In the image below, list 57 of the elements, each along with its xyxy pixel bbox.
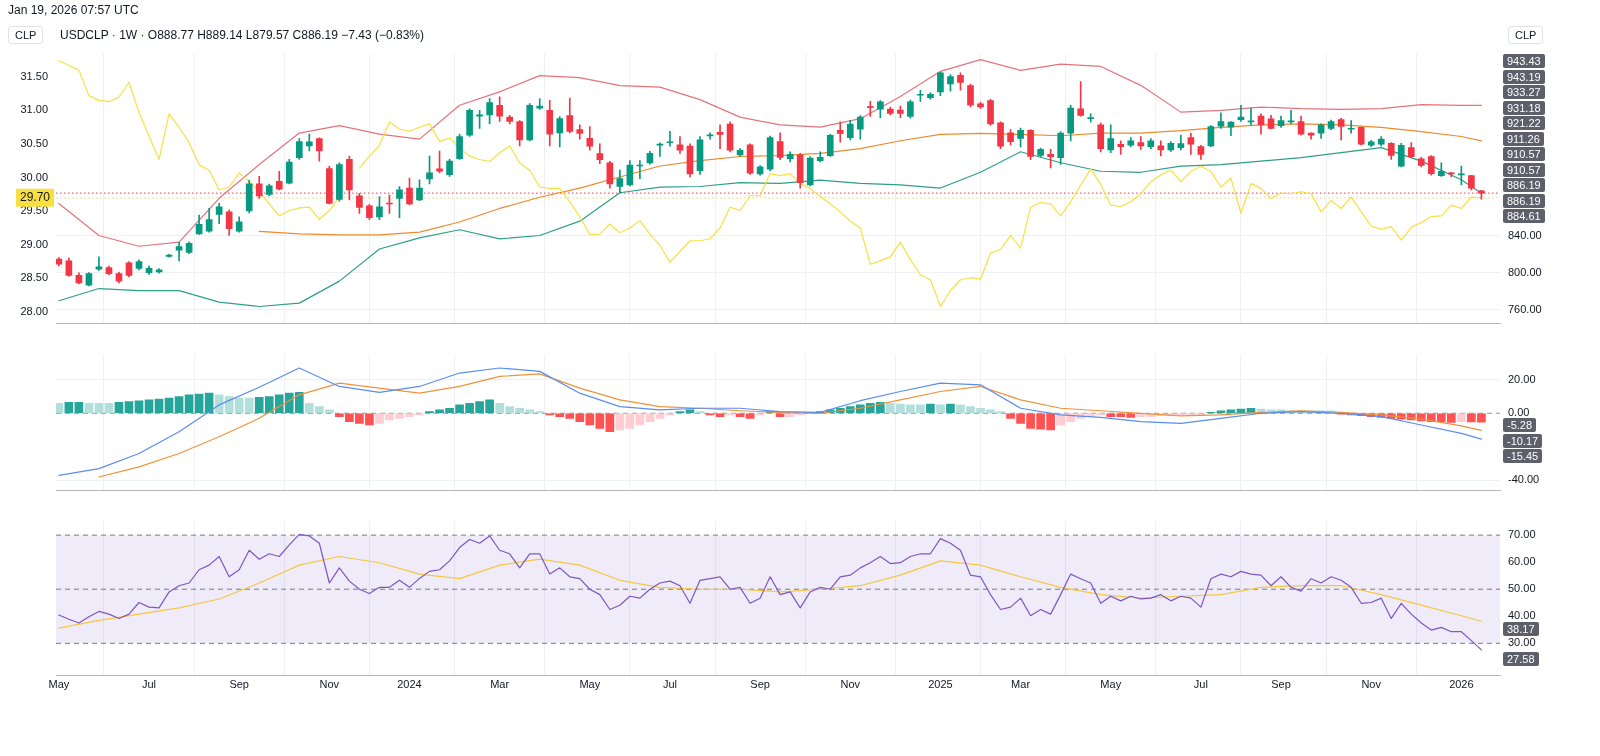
y-tick-label: 0.00 — [1508, 406, 1530, 419]
x-tick-label: Nov — [840, 678, 861, 691]
text: 933.27 — [1503, 85, 1545, 99]
text: 886.19 — [1503, 193, 1545, 208]
ref-line-label: 29.70 — [19, 190, 51, 205]
x-tick-label: Jul — [141, 678, 157, 691]
y-tick-label: 40.00 — [1508, 609, 1536, 622]
chart-title: USDCLP · 1W · O888.77 H889.14 L879.57 C886.19 −7.43 (−0.83%) — [60, 28, 425, 42]
x-tick-label: Sep — [229, 678, 249, 691]
text: 27.58 — [1503, 652, 1539, 666]
text: 910.57 — [1503, 147, 1545, 161]
x-tick-label: 2026 — [1449, 678, 1474, 691]
text: -5.28 — [1503, 418, 1537, 432]
x-tick-label: Mar — [490, 678, 510, 691]
y-tick-label: 840.00 — [1508, 228, 1542, 241]
text: 911.26 — [1503, 131, 1544, 146]
x-tick-label: Nov — [1361, 678, 1382, 691]
y2-tick-label: 28.50 — [20, 271, 48, 284]
x-tick-label: Jul — [1193, 678, 1208, 691]
chart-subtitle: Jan 19, 2026 07:57 UTC — [8, 3, 139, 17]
y-tick-label: 30.00 — [1508, 636, 1536, 649]
text: 921.22 — [1503, 116, 1545, 130]
text: 884.61 — [1503, 209, 1545, 223]
x-tick-label: 2024 — [397, 678, 422, 691]
x-tick-label: Sep — [1271, 678, 1291, 691]
x-tick-label: Jul — [662, 678, 677, 691]
x-tick-label: 2025 — [928, 678, 953, 691]
y-tick-label: 760.00 — [1508, 302, 1542, 315]
text: 943.19 — [1503, 69, 1545, 84]
y-tick-label: 50.00 — [1508, 582, 1536, 595]
y-tick-label: 800.00 — [1508, 265, 1542, 278]
y2-tick-label: 29.50 — [20, 204, 48, 217]
text: 38.17 — [1503, 622, 1539, 636]
y-tick-label: 70.00 — [1508, 528, 1536, 541]
y2-tick-label: 30.50 — [20, 137, 48, 150]
y-tick-label: -40.00 — [1508, 473, 1540, 486]
y-tick-label: 20.00 — [1508, 372, 1536, 385]
y2-tick-label: 31.50 — [20, 69, 48, 82]
text: -10.17 — [1503, 433, 1543, 448]
x-tick-label: May — [1100, 678, 1122, 691]
y2-tick-label: 28.00 — [20, 305, 48, 318]
y-tick-label: 60.00 — [1508, 555, 1536, 568]
y-axis-title: CLP — [1508, 26, 1544, 44]
text: 886.19 — [1503, 178, 1545, 192]
x-tick-label: Sep — [750, 678, 770, 691]
text: 931.18 — [1503, 100, 1545, 115]
y2-tick-label: 31.00 — [20, 103, 48, 116]
x-tick-label: May — [579, 678, 601, 691]
text: 910.57 — [1503, 162, 1545, 177]
y2-tick-label: 29.00 — [20, 237, 48, 250]
x-tick-label: May — [48, 678, 70, 691]
y2-tick-label: 30.00 — [20, 170, 48, 183]
x-tick-label: Mar — [1011, 678, 1031, 691]
text: -15.45 — [1503, 449, 1543, 463]
text: 943.43 — [1503, 54, 1545, 68]
y2-axis-title: CLP — [8, 26, 44, 44]
x-tick-label: Nov — [319, 678, 340, 691]
